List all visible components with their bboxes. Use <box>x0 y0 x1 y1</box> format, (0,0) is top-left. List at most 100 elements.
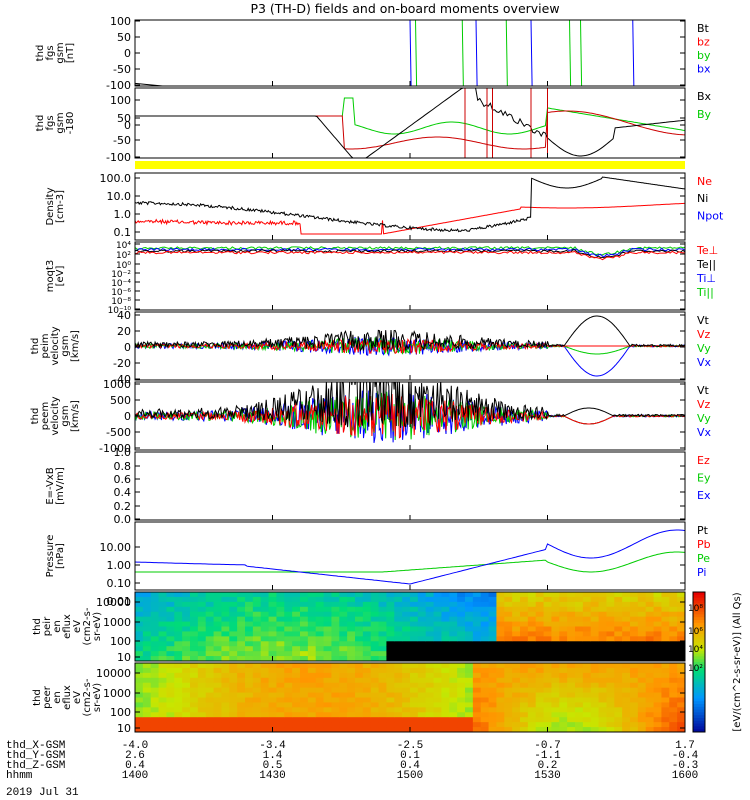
spec-cell <box>410 667 419 674</box>
spec-cell <box>614 646 623 652</box>
y-tick-label: 0 <box>124 410 131 423</box>
y-axis-label: thd fgs gsm -180 <box>35 112 76 135</box>
spec-cell <box>135 641 144 647</box>
x-tick-label-y: -0.4 <box>672 750 699 762</box>
spec-cell <box>410 672 419 679</box>
colorbar-tick: 10⁴ <box>688 645 703 655</box>
spec-cell <box>339 702 348 708</box>
spec-cell <box>276 717 285 723</box>
spec-cell <box>630 717 639 723</box>
spec-cell <box>606 717 615 723</box>
spec-cell <box>190 727 199 732</box>
spec-cell <box>300 611 309 618</box>
spec-cell <box>323 722 332 728</box>
y-label-line: thd <box>30 408 41 425</box>
spec-cell <box>559 636 568 642</box>
spec-cell <box>520 672 529 679</box>
y-tick-label: 10⁻⁸ <box>111 297 131 307</box>
spec-cell <box>614 702 623 708</box>
spec-cell <box>339 687 348 694</box>
spec-cell <box>653 651 662 657</box>
spec-cell <box>402 677 411 684</box>
spec-cell <box>417 641 427 647</box>
spec-cell <box>150 667 160 674</box>
y-tick-label: 10² <box>116 251 131 261</box>
spec-cell <box>268 697 277 703</box>
spec-cell <box>480 592 490 598</box>
spec-cell <box>142 687 152 694</box>
spec-cell <box>622 641 631 647</box>
spec-cell <box>465 606 474 613</box>
spec-cell <box>182 631 191 637</box>
spec-cell <box>606 592 615 598</box>
series-trace <box>580 20 583 86</box>
y-tick-label: 10⁰ <box>116 261 131 271</box>
spec-cell <box>410 677 419 684</box>
spec-cell <box>182 722 191 728</box>
spec-cell <box>645 601 655 608</box>
spec-cell <box>520 606 529 613</box>
spec-cell <box>417 707 427 713</box>
spec-cell <box>504 646 513 652</box>
spec-cell <box>174 646 183 652</box>
spec-cell <box>315 692 325 698</box>
spec-cell <box>150 656 160 661</box>
y-tick-label: -50 <box>113 134 131 147</box>
spec-cell <box>237 707 246 713</box>
spec-cell <box>630 672 639 679</box>
spec-cell <box>213 667 222 674</box>
spec-cell <box>276 651 285 657</box>
y-label-line: eflux <box>62 614 73 639</box>
spec-cell <box>677 687 685 694</box>
spec-cell <box>512 663 521 669</box>
spec-cell <box>190 641 199 647</box>
panel-content <box>135 88 685 158</box>
spec-cell <box>394 646 403 652</box>
spec-cell <box>252 646 262 652</box>
spec-cell <box>205 646 215 652</box>
spec-cell <box>245 702 254 708</box>
spec-cell <box>543 621 552 627</box>
spec-cell <box>386 692 395 698</box>
spec-cell <box>433 641 442 647</box>
spec-cell <box>582 722 592 728</box>
spec-cell <box>378 636 387 642</box>
spec-cell <box>582 677 592 684</box>
spec-cell <box>441 727 450 732</box>
spec-cell <box>190 651 199 657</box>
spec-cell <box>559 663 568 669</box>
spec-cell <box>174 596 183 603</box>
spec-cell <box>260 663 270 669</box>
spec-cell <box>284 626 293 632</box>
spec-cell <box>331 712 340 718</box>
spec-cell <box>653 636 662 642</box>
spec-cell <box>543 616 552 623</box>
spec-cell <box>315 621 325 627</box>
spec-cell <box>174 712 183 718</box>
spec-cell <box>370 596 380 603</box>
spec-cell <box>386 682 395 689</box>
spec-cell <box>582 646 592 652</box>
spec-cell <box>559 596 568 603</box>
spec-cell <box>661 656 670 661</box>
spec-cell <box>512 672 521 679</box>
spec-cell <box>433 722 442 728</box>
spec-cell <box>653 712 662 718</box>
spec-cell <box>417 616 427 623</box>
spec-cell <box>300 651 309 657</box>
spec-cell <box>653 692 662 698</box>
colorbar-cell <box>693 662 705 666</box>
spec-cell <box>441 646 450 652</box>
spec-cell <box>386 717 395 723</box>
spec-cell <box>292 651 301 657</box>
spec-cell <box>276 672 285 679</box>
spec-cell <box>614 712 623 718</box>
spec-cell <box>551 672 560 679</box>
spec-cell <box>362 707 372 713</box>
spec-cell <box>543 707 552 713</box>
spec-cell <box>182 656 191 661</box>
spec-cell <box>260 646 270 652</box>
spec-cell <box>535 641 545 647</box>
spec-cell <box>535 707 545 713</box>
spec-cell <box>622 626 631 632</box>
